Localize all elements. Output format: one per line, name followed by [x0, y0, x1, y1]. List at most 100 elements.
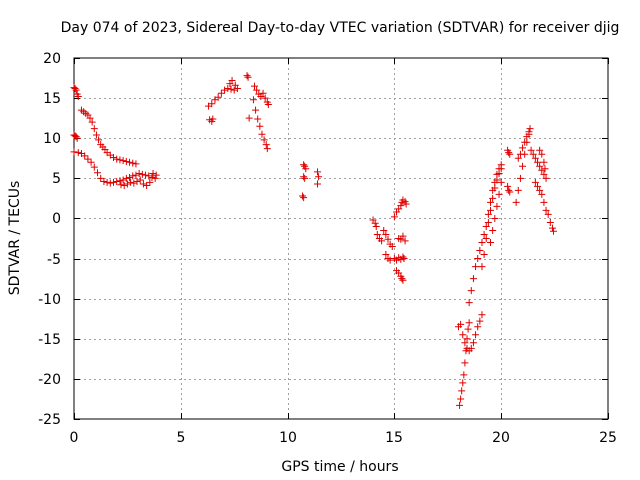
data-point [254, 115, 262, 123]
data-point [263, 145, 271, 153]
data-point [534, 158, 542, 166]
data-series [226, 76, 239, 89]
data-point [145, 172, 153, 180]
data-point [129, 159, 137, 167]
data-series [300, 173, 309, 182]
data-point [493, 202, 501, 210]
data-series [531, 178, 558, 235]
data-point [540, 170, 548, 178]
data-point [489, 194, 497, 202]
data-point [514, 154, 522, 162]
data-point [531, 178, 539, 186]
data-point [540, 158, 548, 166]
data-point [541, 165, 549, 173]
data-point [371, 219, 379, 227]
data-point [260, 136, 268, 144]
y-tick-label: 15 [43, 91, 61, 107]
data-point [491, 214, 499, 222]
data-point [208, 100, 216, 108]
data-point [399, 276, 407, 284]
data-point [489, 226, 497, 234]
data-point [90, 125, 98, 133]
x-tick-label: 25 [599, 430, 617, 446]
data-point [506, 150, 514, 158]
y-tick-label: -10 [38, 292, 61, 308]
data-point [87, 158, 95, 166]
y-tick-label: 0 [52, 211, 61, 227]
data-point [148, 174, 156, 182]
data-series [393, 267, 407, 284]
data-point [505, 149, 513, 157]
data-point [484, 210, 492, 218]
data-point [504, 182, 512, 190]
data-series [205, 84, 241, 110]
data-point [86, 114, 94, 122]
data-point [259, 89, 267, 97]
data-point [314, 180, 322, 188]
data-point [459, 379, 467, 387]
data-point [495, 190, 503, 198]
data-series [487, 178, 505, 247]
data-series [206, 115, 217, 125]
chart-title: Day 074 of 2023, Sidereal Day-to-day VTE… [61, 20, 620, 36]
data-point [476, 247, 484, 255]
data-point [97, 174, 105, 182]
data-point [106, 179, 114, 187]
data-series [504, 146, 514, 158]
data-point [127, 178, 135, 186]
data-point [70, 148, 78, 156]
data-series [456, 319, 473, 409]
data-point [314, 168, 322, 176]
data-point [482, 222, 490, 230]
data-point [519, 162, 527, 170]
data-point [402, 200, 410, 208]
data-point [493, 176, 501, 184]
data-point [139, 180, 147, 188]
data-point [88, 118, 96, 126]
data-point [72, 133, 80, 141]
data-point [217, 89, 225, 97]
data-point [487, 239, 495, 247]
data-point [74, 149, 82, 157]
data-point [84, 155, 92, 163]
data-point [514, 186, 522, 194]
data-point [230, 86, 238, 94]
data-series [380, 226, 396, 251]
data-point [380, 226, 388, 234]
data-series [514, 125, 534, 162]
data-point [122, 174, 130, 182]
data-point [526, 125, 534, 133]
data-point [497, 178, 505, 186]
y-tick-label: -5 [47, 252, 61, 268]
data-point [152, 171, 160, 179]
data-point [378, 237, 386, 245]
data-point [390, 213, 398, 221]
data-point [149, 170, 157, 178]
data-point [478, 239, 486, 247]
data-point [74, 93, 82, 101]
data-point [142, 171, 150, 179]
data-series [527, 146, 550, 182]
data-point [538, 166, 546, 174]
y-tick-label: 20 [43, 51, 61, 67]
data-point [542, 174, 550, 182]
data-point [221, 86, 229, 94]
data-point [457, 395, 465, 403]
data-point [250, 82, 258, 90]
data-point [245, 114, 253, 122]
x-axis-label: GPS time / hours [281, 459, 398, 475]
data-series [70, 84, 82, 101]
data-point [243, 72, 251, 80]
data-point [120, 182, 128, 190]
data-point [103, 178, 111, 186]
data-point [536, 162, 544, 170]
data-series [478, 165, 505, 271]
data-point [478, 311, 486, 319]
data-point [525, 128, 533, 136]
data-point [123, 180, 131, 188]
data-point [478, 263, 486, 271]
data-point [249, 96, 257, 104]
data-point [136, 176, 144, 184]
